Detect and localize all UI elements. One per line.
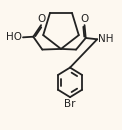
Text: NH: NH [98,34,113,44]
Text: O: O [38,14,46,24]
Text: O: O [80,14,89,24]
Text: HO: HO [6,32,22,42]
Text: Br: Br [64,99,76,109]
